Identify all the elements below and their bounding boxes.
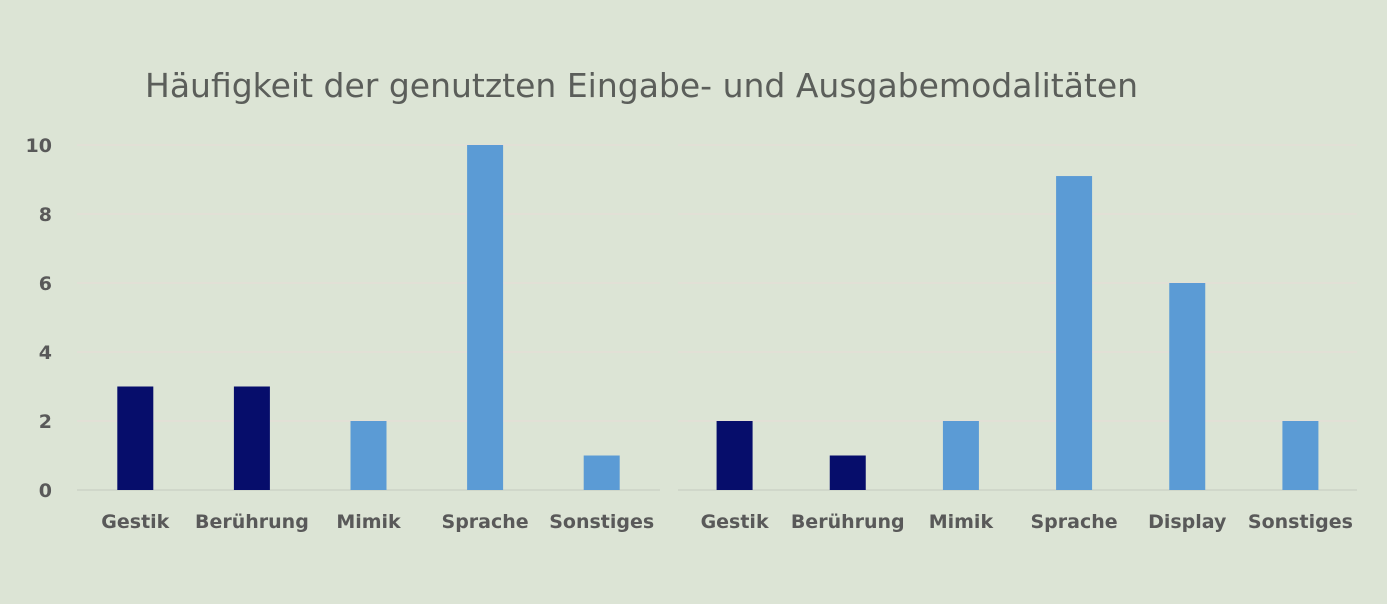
y-tick-label-8: 8 [39, 204, 52, 226]
bar-eingabe-mimik [350, 421, 387, 490]
bar-eingabe-sprache [467, 145, 504, 490]
bar-ausgabe-sonstiges [1282, 421, 1319, 490]
chart-title: Häufigkeit der genutzten Eingabe- und Au… [145, 66, 1138, 105]
bar-eingabe-berührung [233, 386, 270, 490]
y-tick-label-4: 4 [39, 342, 52, 364]
y-tick-label-10: 10 [26, 135, 52, 157]
x-label-eingabe-gestik: Gestik [101, 511, 169, 533]
x-label-ausgabe-mimik: Mimik [929, 511, 994, 533]
x-label-ausgabe-display: Display [1148, 511, 1227, 533]
bar-ausgabe-sprache [1056, 176, 1093, 491]
y-tick-label-6: 6 [39, 273, 52, 295]
bars [117, 145, 1319, 491]
x-label-ausgabe-gestik: Gestik [701, 511, 769, 533]
x-label-ausgabe-sonstiges: Sonstiges [1248, 511, 1353, 533]
x-label-eingabe-mimik: Mimik [336, 511, 401, 533]
gridlines [77, 144, 1357, 491]
y-axis-ticks: 0 2 4 6 8 10 [26, 135, 52, 502]
bar-ausgabe-gestik [716, 421, 753, 490]
x-label-eingabe-berührung: Berührung [195, 511, 309, 533]
y-tick-label-2: 2 [39, 411, 52, 433]
x-label-ausgabe-berührung: Berührung [791, 511, 905, 533]
bar-ausgabe-berührung [829, 455, 866, 490]
bar-eingabe-gestik [117, 386, 154, 490]
y-tick-label-0: 0 [39, 480, 52, 502]
x-label-eingabe-sprache: Sprache [442, 511, 529, 533]
bar-eingabe-sonstiges [583, 455, 620, 490]
x-label-eingabe-sonstiges: Sonstiges [549, 511, 654, 533]
bar-ausgabe-mimik [942, 421, 979, 490]
x-label-ausgabe-sprache: Sprache [1031, 511, 1118, 533]
x-axis-labels: Gestik Berührung Mimik Sprache Sonstiges Gest… [101, 511, 1353, 533]
bar-ausgabe-display [1169, 283, 1206, 490]
